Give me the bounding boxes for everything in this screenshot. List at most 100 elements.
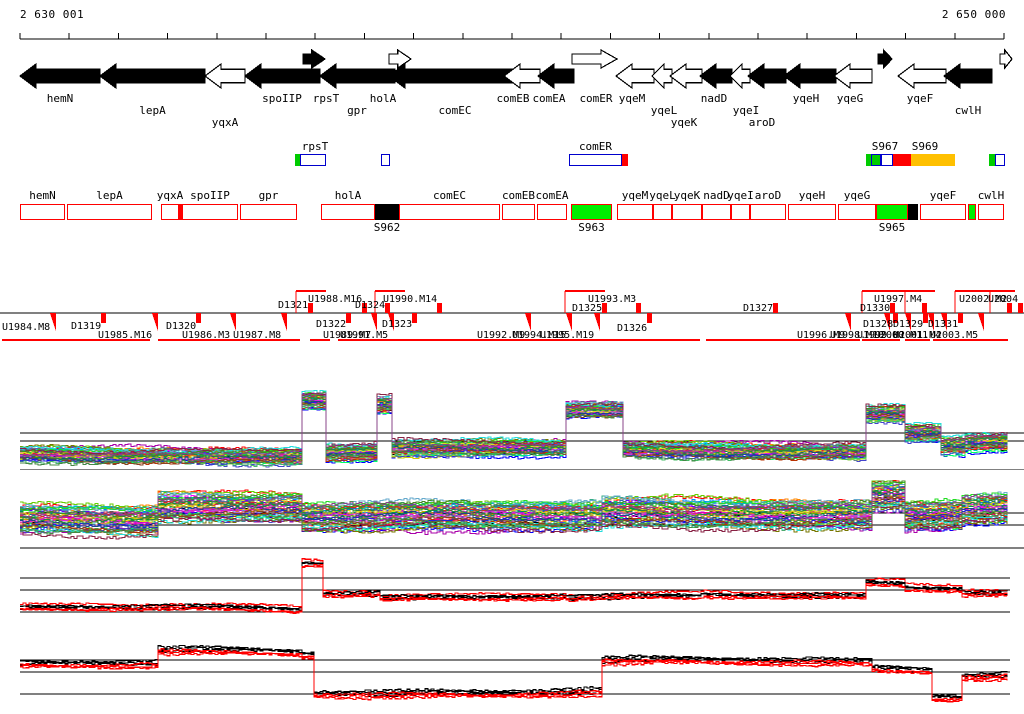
transcript-label-mid: D1323 [382, 319, 413, 330]
transcript-start-mark [845, 313, 851, 331]
gene-arrow[interactable] [999, 48, 1013, 70]
operon-box[interactable] [731, 204, 750, 220]
expression-trace [20, 648, 1008, 701]
expression-panel-multi-2[interactable] [0, 478, 1024, 550]
gene-arrow[interactable] [747, 62, 787, 90]
transcript-label-bottom: U2000.M11 [874, 330, 929, 341]
gene-arrow-track[interactable]: hemN lepA yqxA spoIIP gpr rpsT holA comEC comEB c… [0, 48, 1024, 129]
expression-panel-pair-1[interactable] [0, 557, 1024, 625]
gene-arrow[interactable] [503, 62, 541, 90]
gene-arrow[interactable] [319, 62, 396, 90]
coordinate-ruler[interactable] [0, 30, 1024, 46]
rna-feature-label: S969 [911, 140, 939, 153]
transcript-label-bottom: U2001.M4 [893, 330, 942, 341]
gene-arrow[interactable] [669, 62, 703, 90]
expression-trace [20, 488, 1007, 524]
rna-feature-box[interactable] [871, 154, 881, 166]
transcript-boundary-mark [385, 303, 390, 313]
operon-box[interactable] [876, 204, 908, 220]
operon-label: aroD [754, 189, 782, 202]
operon-box[interactable] [179, 204, 182, 220]
transcript-start-mark [566, 313, 572, 331]
operon-label: comEC [432, 189, 467, 202]
operon-box[interactable] [67, 204, 152, 220]
operon-box[interactable] [750, 204, 786, 220]
rna-feature-box[interactable] [995, 154, 1005, 166]
operon-box[interactable] [788, 204, 836, 220]
transcript-label-mid: D1329 [893, 319, 924, 330]
gene-arrow[interactable] [877, 48, 893, 70]
operon-label: yqeM [621, 189, 649, 202]
operon-box[interactable] [321, 204, 375, 220]
operon-box[interactable] [537, 204, 567, 220]
gene-arrow[interactable] [571, 48, 619, 70]
operon-box[interactable] [920, 204, 966, 220]
gene-arrow[interactable] [244, 62, 321, 90]
transcript-boundary-mark [346, 313, 351, 323]
rna-feature-box[interactable] [911, 154, 955, 166]
transcript-boundary-mark [636, 303, 641, 313]
transcript-label-bottom: U1984.M8 [2, 322, 51, 333]
rna-feature-box[interactable] [569, 154, 622, 166]
operon-box[interactable] [20, 204, 65, 220]
operon-box[interactable] [968, 204, 976, 220]
operon-label: lepA [96, 189, 123, 202]
rna-feature-box[interactable] [989, 154, 995, 166]
operon-box[interactable] [838, 204, 876, 220]
gene-arrow[interactable] [783, 62, 837, 90]
transcript-label-bottom: U1994.M15 [512, 330, 567, 341]
transcript-start-mark [884, 313, 890, 331]
rna-feature-box[interactable] [381, 154, 390, 166]
expression-trace [20, 390, 1008, 454]
operon-box[interactable] [978, 204, 1004, 220]
operon-label: gpr [258, 189, 279, 202]
transcript-boundary-mark [602, 303, 607, 313]
transcript-boundary-track[interactable]: D1321 U1988.M16 D1324 U1990.M14 U1993.M3 D132… [0, 285, 1024, 347]
operon-label: S963 [578, 221, 605, 234]
gene-arrow[interactable] [302, 48, 327, 70]
operon-box[interactable] [672, 204, 702, 220]
operon-box[interactable] [502, 204, 535, 220]
gene-label: aroD [748, 116, 776, 129]
gene-arrow[interactable] [388, 62, 514, 90]
gene-arrow[interactable] [99, 62, 206, 90]
operon-box[interactable] [702, 204, 731, 220]
gene-arrow[interactable] [943, 62, 993, 90]
operon-box[interactable] [375, 204, 399, 220]
transcript-boundary-mark [437, 303, 442, 313]
gene-arrow[interactable] [388, 48, 413, 70]
rna-feature-box[interactable] [893, 154, 911, 166]
gene-arrow[interactable] [699, 62, 733, 90]
gene-arrow[interactable] [897, 62, 947, 90]
transcript-start-mark [941, 313, 947, 331]
small-rna-track[interactable]: rpsT comER S967 S969 [0, 140, 1024, 170]
transcript-label-mid: D1319 [71, 321, 102, 332]
transcript-boundary-mark [890, 303, 895, 313]
expression-panel-multi-1[interactable] [0, 388, 1024, 470]
rna-feature-box[interactable] [300, 154, 326, 166]
gene-arrow[interactable] [204, 62, 246, 90]
gene-label: lepA [139, 104, 166, 117]
rna-feature-box[interactable] [881, 154, 893, 166]
operon-box[interactable] [399, 204, 500, 220]
gene-arrow[interactable] [833, 62, 873, 90]
gene-label: rpsT [312, 92, 340, 105]
operon-box[interactable] [908, 204, 918, 220]
operon-box[interactable] [617, 204, 653, 220]
operon-box[interactable] [182, 204, 238, 220]
transcript-label-bottom: U1985.M16 [98, 330, 153, 341]
transcript-boundary-mark [196, 313, 201, 323]
transcript-label-bottom: U1999.M1 [857, 330, 906, 341]
operon-box[interactable] [653, 204, 672, 220]
expression-trace [20, 561, 1008, 611]
transcript-label-bottom: U1998.M10 [830, 330, 885, 341]
expression-trace [20, 496, 1008, 534]
expression-panel-pair-2[interactable] [0, 628, 1024, 712]
operon-box-track[interactable]: hemN lepA yqxA spoIIP gpr holA S962 comEC comEB c… [0, 188, 1024, 234]
operon-box[interactable] [240, 204, 297, 220]
gene-arrow[interactable] [537, 62, 575, 90]
operon-box[interactable] [571, 204, 612, 220]
gene-arrow[interactable] [19, 62, 101, 90]
gene-arrow[interactable] [615, 62, 655, 90]
operon-box[interactable] [161, 204, 179, 220]
